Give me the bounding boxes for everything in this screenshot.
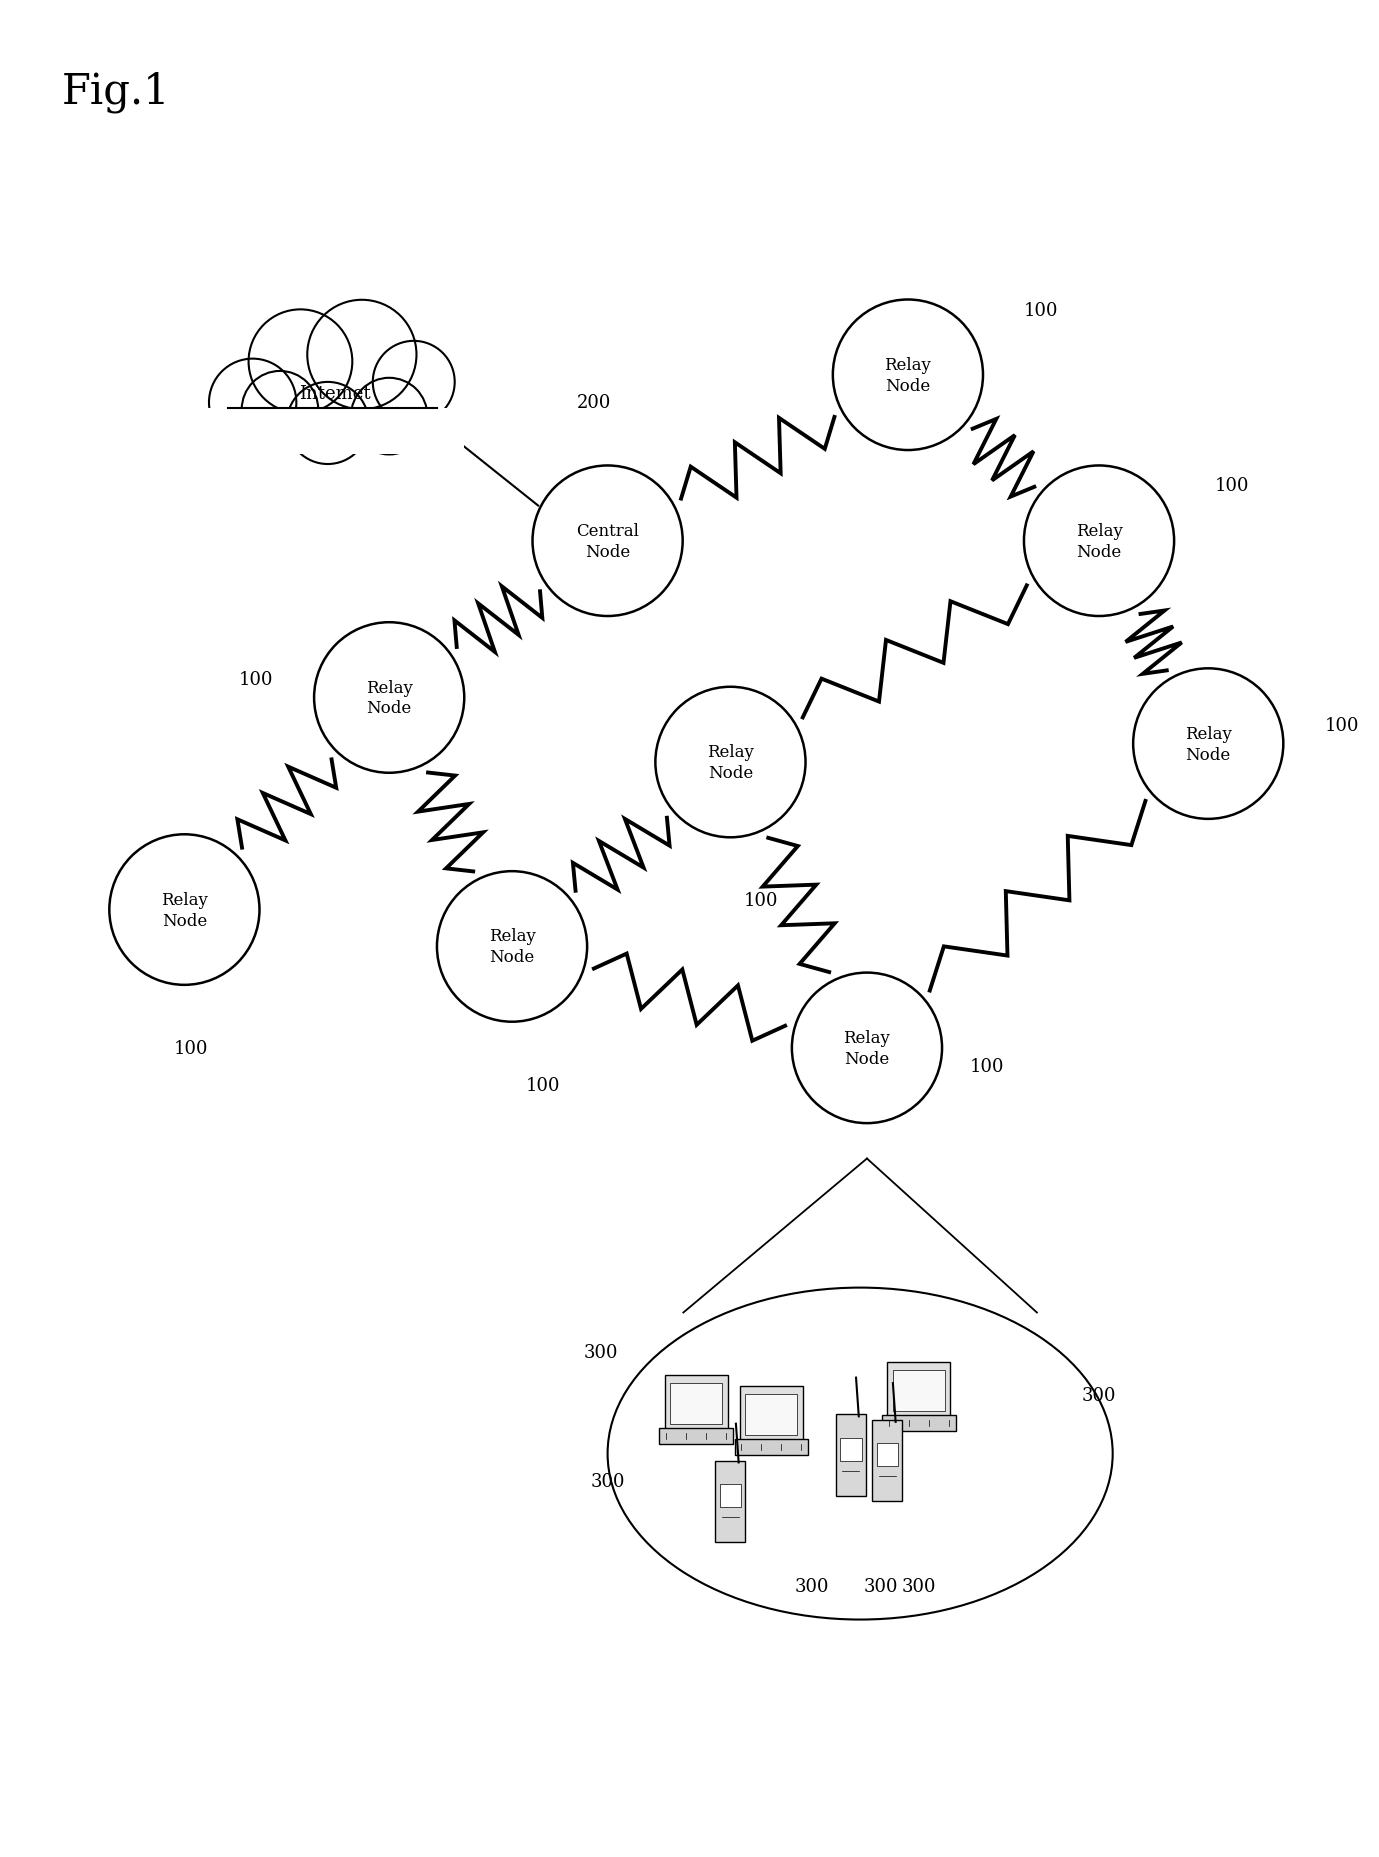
Text: 100: 100 bbox=[969, 1058, 1004, 1075]
FancyBboxPatch shape bbox=[840, 1437, 862, 1461]
Text: Relay
Node: Relay Node bbox=[1185, 726, 1231, 763]
FancyBboxPatch shape bbox=[716, 1461, 746, 1541]
Text: 100: 100 bbox=[745, 891, 779, 910]
Ellipse shape bbox=[210, 360, 296, 448]
Bar bbox=[212, 397, 458, 444]
FancyBboxPatch shape bbox=[735, 1439, 808, 1456]
FancyBboxPatch shape bbox=[873, 1421, 902, 1500]
Ellipse shape bbox=[792, 973, 942, 1123]
FancyBboxPatch shape bbox=[745, 1395, 797, 1435]
Ellipse shape bbox=[109, 836, 259, 986]
Text: Relay
Node: Relay Node bbox=[365, 680, 412, 717]
Text: Relay
Node: Relay Node bbox=[884, 357, 931, 394]
Text: 200: 200 bbox=[576, 394, 611, 412]
Text: Relay
Node: Relay Node bbox=[707, 743, 754, 782]
FancyBboxPatch shape bbox=[670, 1383, 723, 1424]
Ellipse shape bbox=[287, 383, 368, 464]
Text: Relay
Node: Relay Node bbox=[1076, 522, 1123, 561]
Text: 300: 300 bbox=[1081, 1385, 1116, 1404]
FancyBboxPatch shape bbox=[883, 1415, 956, 1432]
Text: 300: 300 bbox=[863, 1577, 898, 1595]
Text: 100: 100 bbox=[1025, 303, 1059, 319]
Text: 300: 300 bbox=[590, 1473, 625, 1491]
Bar bbox=[205, 409, 465, 455]
Text: 100: 100 bbox=[1215, 477, 1249, 496]
Ellipse shape bbox=[372, 342, 455, 423]
Ellipse shape bbox=[1134, 669, 1284, 819]
Ellipse shape bbox=[608, 1289, 1113, 1619]
Text: 100: 100 bbox=[174, 1040, 208, 1057]
FancyBboxPatch shape bbox=[892, 1370, 945, 1411]
Text: Intemet: Intemet bbox=[299, 384, 371, 403]
Text: Relay
Node: Relay Node bbox=[488, 928, 535, 966]
Ellipse shape bbox=[248, 310, 352, 414]
Ellipse shape bbox=[350, 379, 427, 455]
FancyBboxPatch shape bbox=[665, 1376, 728, 1432]
Text: Central
Node: Central Node bbox=[576, 522, 638, 561]
Text: Relay
Node: Relay Node bbox=[844, 1029, 891, 1068]
FancyBboxPatch shape bbox=[836, 1415, 866, 1495]
Ellipse shape bbox=[437, 871, 587, 1021]
Ellipse shape bbox=[241, 371, 319, 448]
Ellipse shape bbox=[1025, 466, 1174, 617]
Text: 100: 100 bbox=[525, 1077, 560, 1094]
Ellipse shape bbox=[532, 466, 683, 617]
Text: 100: 100 bbox=[1324, 717, 1358, 735]
Text: Fig.1: Fig.1 bbox=[62, 71, 170, 113]
Text: 300: 300 bbox=[583, 1343, 618, 1361]
FancyBboxPatch shape bbox=[887, 1363, 950, 1419]
Ellipse shape bbox=[833, 301, 983, 451]
FancyBboxPatch shape bbox=[741, 1387, 803, 1443]
Ellipse shape bbox=[314, 622, 465, 773]
Ellipse shape bbox=[308, 301, 416, 410]
Text: 300: 300 bbox=[902, 1577, 936, 1595]
FancyBboxPatch shape bbox=[877, 1443, 898, 1467]
FancyBboxPatch shape bbox=[659, 1428, 734, 1445]
Ellipse shape bbox=[655, 687, 805, 838]
FancyBboxPatch shape bbox=[720, 1484, 742, 1508]
Text: 100: 100 bbox=[239, 670, 273, 689]
Text: 300: 300 bbox=[796, 1577, 830, 1595]
Text: Relay
Node: Relay Node bbox=[161, 891, 208, 928]
